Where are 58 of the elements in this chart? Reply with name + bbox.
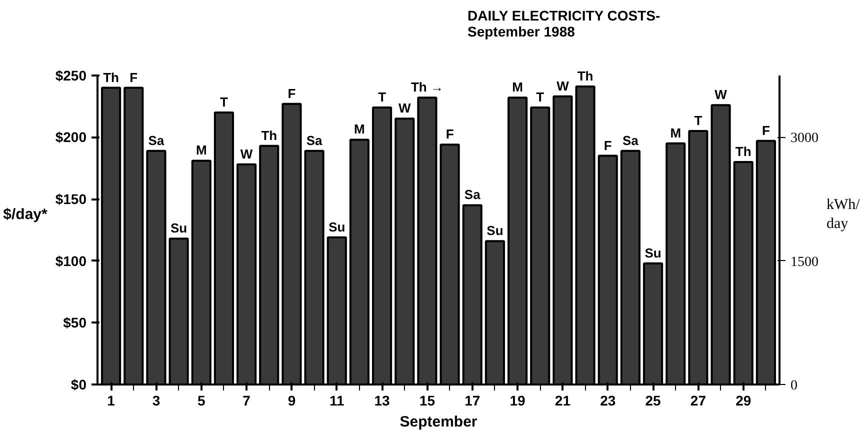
chart-title: DAILY ELECTRICITY COSTS- September 1988 (468, 8, 660, 40)
annotation: F (288, 86, 296, 101)
x-tick-label: 5 (197, 392, 206, 408)
y-tick-label: $0 (70, 376, 87, 392)
x-tick-label: 19 (510, 392, 526, 408)
x-tick-label: 27 (690, 392, 706, 408)
annotation: Sa (148, 132, 165, 148)
x-tick-label: 23 (600, 392, 616, 408)
annotation: W (714, 87, 728, 102)
annotation: W (398, 100, 412, 116)
x-tick-label: 29 (736, 392, 752, 408)
x-tick-label: 15 (419, 392, 436, 408)
y-tick-label: $200 (55, 129, 87, 146)
annotation: T (536, 90, 544, 105)
annotation: Sa (306, 132, 324, 148)
y-tick-label: $100 (55, 252, 87, 269)
annotation: Sa (622, 132, 640, 148)
y-tick-label: $250 (55, 67, 87, 84)
y2-tick-label: 3000 (790, 131, 818, 146)
x-tick-label: 1 (107, 392, 116, 408)
annotation: F (762, 122, 770, 138)
annotation: Su (170, 220, 188, 236)
y2-tick-label: 0 (790, 378, 798, 394)
annotation: T (378, 90, 386, 105)
x-tick-label: 17 (464, 392, 480, 408)
annotation: W (556, 78, 570, 94)
x-tick-label: 9 (288, 392, 296, 408)
y-tick-label: $50 (63, 314, 87, 331)
x-tick-label: 25 (645, 392, 662, 408)
annotation: F (446, 126, 454, 142)
y-tick-label: $150 (55, 191, 87, 208)
x-tick-label: 7 (242, 392, 251, 408)
annotation: M (354, 122, 365, 137)
annotation: M (670, 125, 682, 140)
annotation: M (196, 142, 207, 158)
y2-tick-label: 1500 (790, 254, 818, 270)
annotation: F (604, 138, 612, 153)
annotation: Su (486, 223, 504, 238)
x-tick-label: 3 (152, 392, 160, 408)
annotation: Su (328, 219, 346, 234)
x-tick-label: 11 (329, 392, 344, 408)
annotation: Th (103, 70, 120, 85)
annotation: Th (577, 68, 594, 84)
annotation: Th (735, 144, 752, 159)
annotation: Sa (464, 187, 482, 202)
x-tick-label: 13 (374, 392, 390, 408)
annotation: Su (644, 245, 662, 260)
annotation: Th (261, 128, 278, 143)
annotation: T (694, 113, 702, 128)
x-axis-title: September (400, 414, 478, 430)
annotation: M (512, 80, 523, 95)
annotation: F (130, 70, 138, 85)
annotation: T (220, 94, 228, 110)
y2-axis-title: kWh/ day (826, 196, 861, 232)
y-axis-title: $/day* (3, 206, 48, 223)
annotation: Th → (410, 80, 444, 95)
x-tick-label: 21 (554, 392, 571, 408)
annotation: W (240, 146, 254, 162)
